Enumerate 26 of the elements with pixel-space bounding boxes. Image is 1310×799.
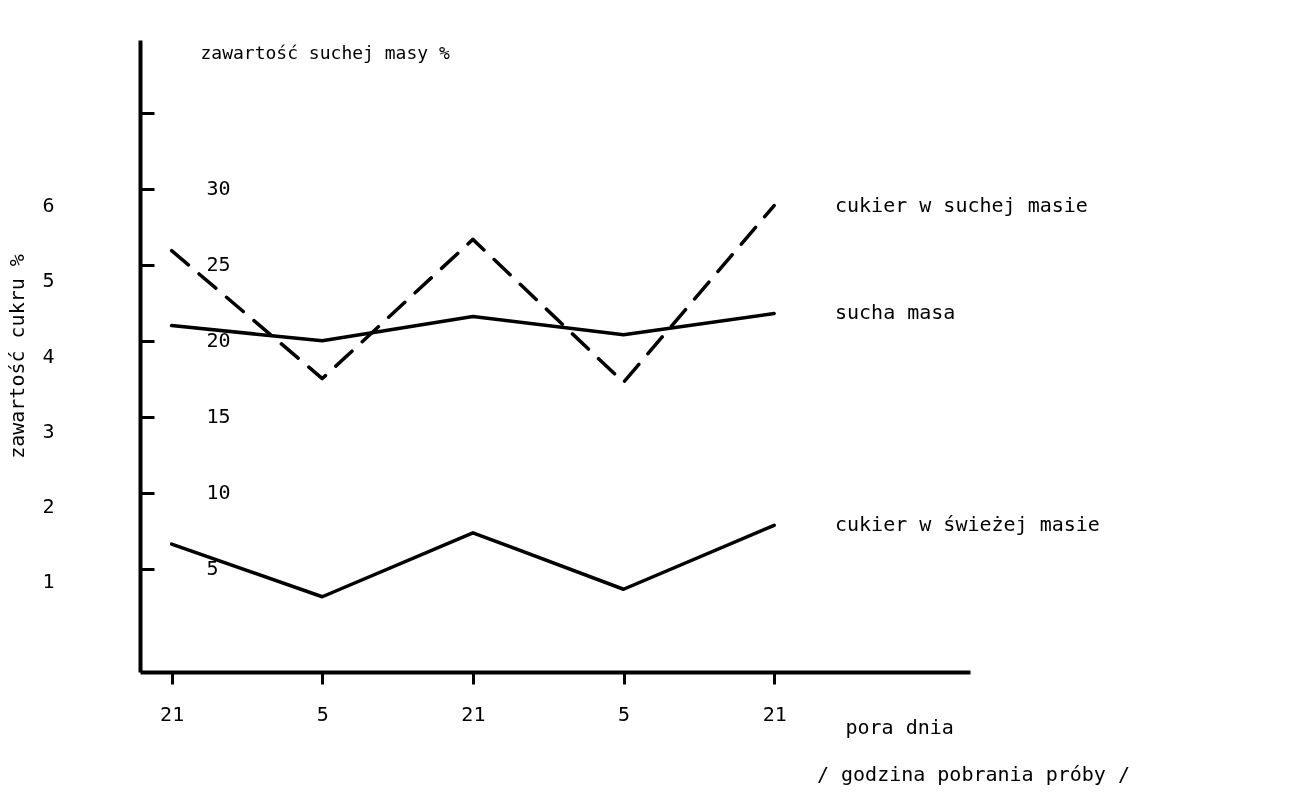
x-tick-label: 5 xyxy=(316,701,329,726)
text: cukier w świeżej masie xyxy=(835,512,1100,537)
y-tick-label: 3 xyxy=(42,418,55,443)
text: cukier w suchej masie xyxy=(835,192,1088,217)
x-axis-title: pora dnia xyxy=(845,714,954,739)
y2-tick-label: 20 xyxy=(206,328,231,353)
text: / godzina pobrania próby / xyxy=(816,762,1130,786)
y-tick-label: 5 xyxy=(42,268,55,293)
x-tick-label: 21 xyxy=(762,701,787,726)
y-tick-label: 6 xyxy=(42,193,55,218)
text: sucha masa xyxy=(835,300,956,325)
x-tick-label: 5 xyxy=(618,701,631,726)
line-series xyxy=(169,523,776,599)
y2-tick-label: 5 xyxy=(206,556,219,581)
y2-tick-label: 30 xyxy=(206,176,231,201)
line-series xyxy=(169,203,776,385)
y-tick-label: 4 xyxy=(42,343,55,368)
y-tick-label: 1 xyxy=(42,569,55,594)
y-axis-title: zawartość cukru % xyxy=(5,254,30,459)
y2-tick-label: 15 xyxy=(206,404,231,429)
y2-tick-label: 10 xyxy=(206,480,231,505)
y2-tick-label: 25 xyxy=(206,252,231,277)
y2-axis-title: zawartość suchej masy % xyxy=(200,41,450,63)
y-tick-label: 2 xyxy=(42,493,55,518)
x-tick-label: 21 xyxy=(160,701,185,726)
x-tick-label: 21 xyxy=(461,701,486,726)
